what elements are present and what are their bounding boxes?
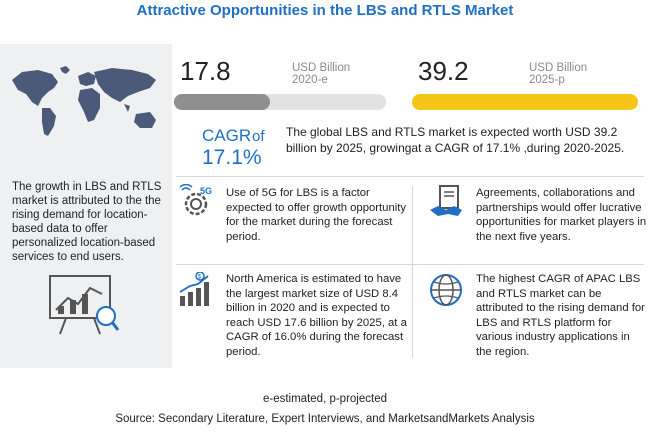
left-panel-text: The growth in LBS and RTLS market is att… [12, 181, 162, 263]
cagr-value: 17.1% [202, 146, 262, 169]
stat-2020-bar-track [174, 94, 386, 110]
page-title: Attractive Opportunities in the LBS and … [136, 2, 514, 19]
feature-5g-text: Use of 5G for LBS is a factor expected t… [226, 187, 407, 243]
stat-2025-value: 39.2 [418, 56, 469, 86]
stat-2020-unit: USD Billion [292, 62, 351, 74]
globe-icon [430, 274, 462, 306]
divider [176, 264, 644, 265]
stat-2020-value: 17.8 [180, 56, 231, 86]
svg-text:5G: 5G [200, 186, 212, 196]
svg-text:$: $ [198, 275, 202, 281]
stat-2025-bar-track [412, 94, 638, 110]
stat-2020-period: 2020-e [292, 74, 328, 86]
5g-gear-icon: 5G [179, 184, 212, 216]
feature-north-america-text: North America is estimated to have the l… [226, 273, 407, 358]
growth-bars-dollar-icon: $ [179, 272, 209, 306]
handshake-document-icon [430, 185, 462, 216]
cagr-description: The global LBS and RTLS market is expect… [286, 125, 625, 155]
stat-2025-period: 2025-p [529, 74, 565, 86]
analytics-board-icon [49, 275, 120, 335]
feature-agreements-text: Agreements, collaborations and partnersh… [476, 187, 647, 243]
footnote: e-estimated, p-projected [262, 393, 387, 405]
world-map-icon [12, 66, 156, 136]
divider [176, 176, 644, 177]
source-note: Source: Secondary Literature, Expert Int… [115, 413, 535, 425]
stat-2020-bar-fill [174, 94, 271, 110]
feature-apac-text: The highest CAGR of APAC LBS and RTLS ma… [476, 273, 645, 358]
cagr-label: CAGR [202, 126, 252, 145]
divider [412, 186, 413, 358]
stat-2025-unit: USD Billion [529, 62, 588, 74]
cagr-of: of [252, 128, 265, 145]
stat-2025-bar-fill [412, 94, 638, 110]
